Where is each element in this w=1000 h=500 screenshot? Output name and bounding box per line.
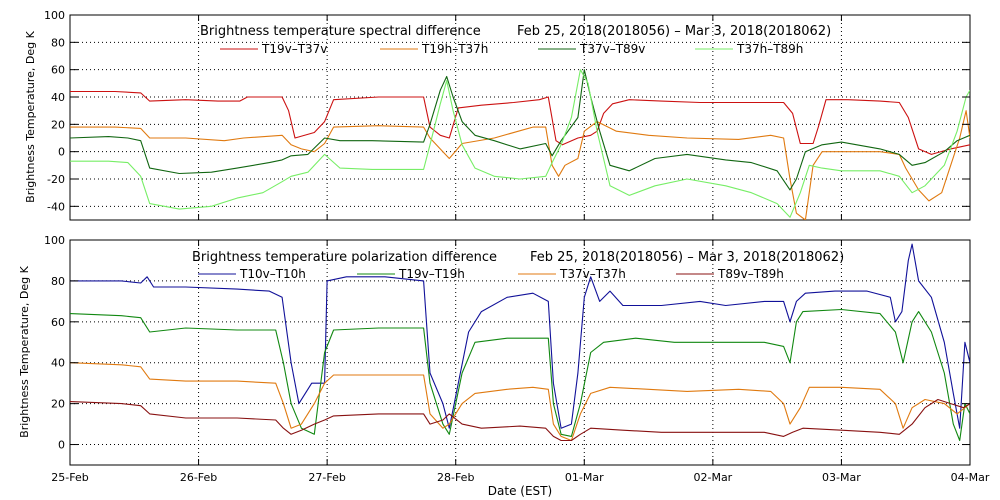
legend-item-t10v-t10h: T10v–T10h [198,267,306,281]
x-tick-label: 03-Mar [822,471,861,484]
x-axis-label: Date (EST) [488,484,552,498]
y-tick-label: 60 [51,64,65,77]
y-tick-label: 0 [58,146,65,159]
spectral-difference-panel: 100 80 60 40 20 0 -20 -40 Brightness temperatur… [24,9,971,221]
y-tick-label: 100 [44,9,65,22]
legend-item-t19v-t37v: T19v–T37v [220,42,327,56]
legend-label-t89v-t89h: T89v–T89h [717,267,784,281]
y-tick-label: 20 [51,118,65,131]
top-y-ticks: 100 80 60 40 20 0 -20 -40 [44,9,970,220]
x-tick-label: 04-Mar [951,471,990,484]
top-chart-title: Brightness temperature spectral differen… [200,24,481,39]
y-tick-label: 0 [58,439,65,452]
y-tick-label: 40 [51,91,65,104]
series-line-t89v-t89h [70,398,970,442]
polarization-difference-panel: 100 80 60 40 20 0 Brightness temperature pola… [18,234,971,466]
top-date-range: Feb 25, 2018(2018056) – Mar 3, 2018(2018… [517,24,831,39]
x-tick-label: 25-Feb [51,471,88,484]
legend-label-t19v-t19h: T19v–T19h [398,267,465,281]
bottom-y-ticks: 100 80 60 40 20 0 [44,234,970,465]
y-tick-label: 100 [44,234,65,247]
y-tick-label: 20 [51,398,65,411]
legend-item-t37v-t37h: T37v–T37h [518,267,626,281]
top-grid [70,15,970,220]
series-line-t19h-t37h [70,110,970,220]
legend-item-t37v-t89v: T37v–T89v [538,42,645,56]
bottom-series [70,243,970,442]
x-axis: 25-Feb 26-Feb 27-Feb 28-Feb 01-Mar 02-Mar 03-M… [51,471,990,484]
y-tick-label: 60 [51,316,65,329]
y-tick-label: 80 [51,275,65,288]
legend-label-t10v-t10h: T10v–T10h [239,267,306,281]
bottom-chart-title: Brightness temperature polarization diff… [192,250,497,265]
legend-item-t19v-t19h: T19v–T19h [357,267,465,281]
series-line-t37v-t89v [70,69,970,191]
bottom-plot-frame [69,239,971,466]
series-line-t37v-t37h [70,362,970,442]
top-plot-frame [69,14,971,221]
top-series [70,69,970,220]
bottom-legend: T10v–T10h T19v–T19h T37v–T37h T89v–T89h [198,267,784,281]
top-y-axis-label: Brightness Temperature, Deg K [24,30,37,202]
legend-label-t19h-t37h: T19h–T37h [421,42,488,56]
y-tick-label: 80 [51,36,65,49]
legend-item-t19h-t37h: T19h–T37h [380,42,488,56]
bottom-grid [70,240,970,465]
legend-item-t37h-t89h: T37h–T89h [695,42,803,56]
legend-label-t37v-t89v: T37v–T89v [579,42,645,56]
series-line-t19v-t19h [70,308,970,442]
legend-label-t19v-t37v: T19v–T37v [261,42,327,56]
x-tick-label: 02-Mar [693,471,732,484]
x-tick-label: 01-Mar [565,471,604,484]
x-tick-label: 27-Feb [308,471,345,484]
top-legend: T19v–T37v T19h–T37h T37v–T89v T37h–T89h [220,42,803,56]
y-tick-label: -20 [47,173,65,186]
series-line-t37h-t89h [70,69,970,218]
x-tick-label: 28-Feb [437,471,474,484]
legend-label-t37v-t37h: T37v–T37h [559,267,626,281]
series-line-t10v-t10h [70,243,970,429]
x-tick-label: 26-Feb [180,471,217,484]
legend-label-t37h-t89h: T37h–T89h [736,42,803,56]
bottom-y-axis-label: Brightness Temperature, Deg K [18,265,31,437]
series-line-t19v-t37v [70,90,970,155]
legend-item-t89v-t89h: T89v–T89h [676,267,784,281]
y-tick-label: -40 [47,200,65,213]
y-tick-label: 40 [51,357,65,370]
bottom-date-range: Feb 25, 2018(2018056) – Mar 3, 2018(2018… [530,250,844,265]
